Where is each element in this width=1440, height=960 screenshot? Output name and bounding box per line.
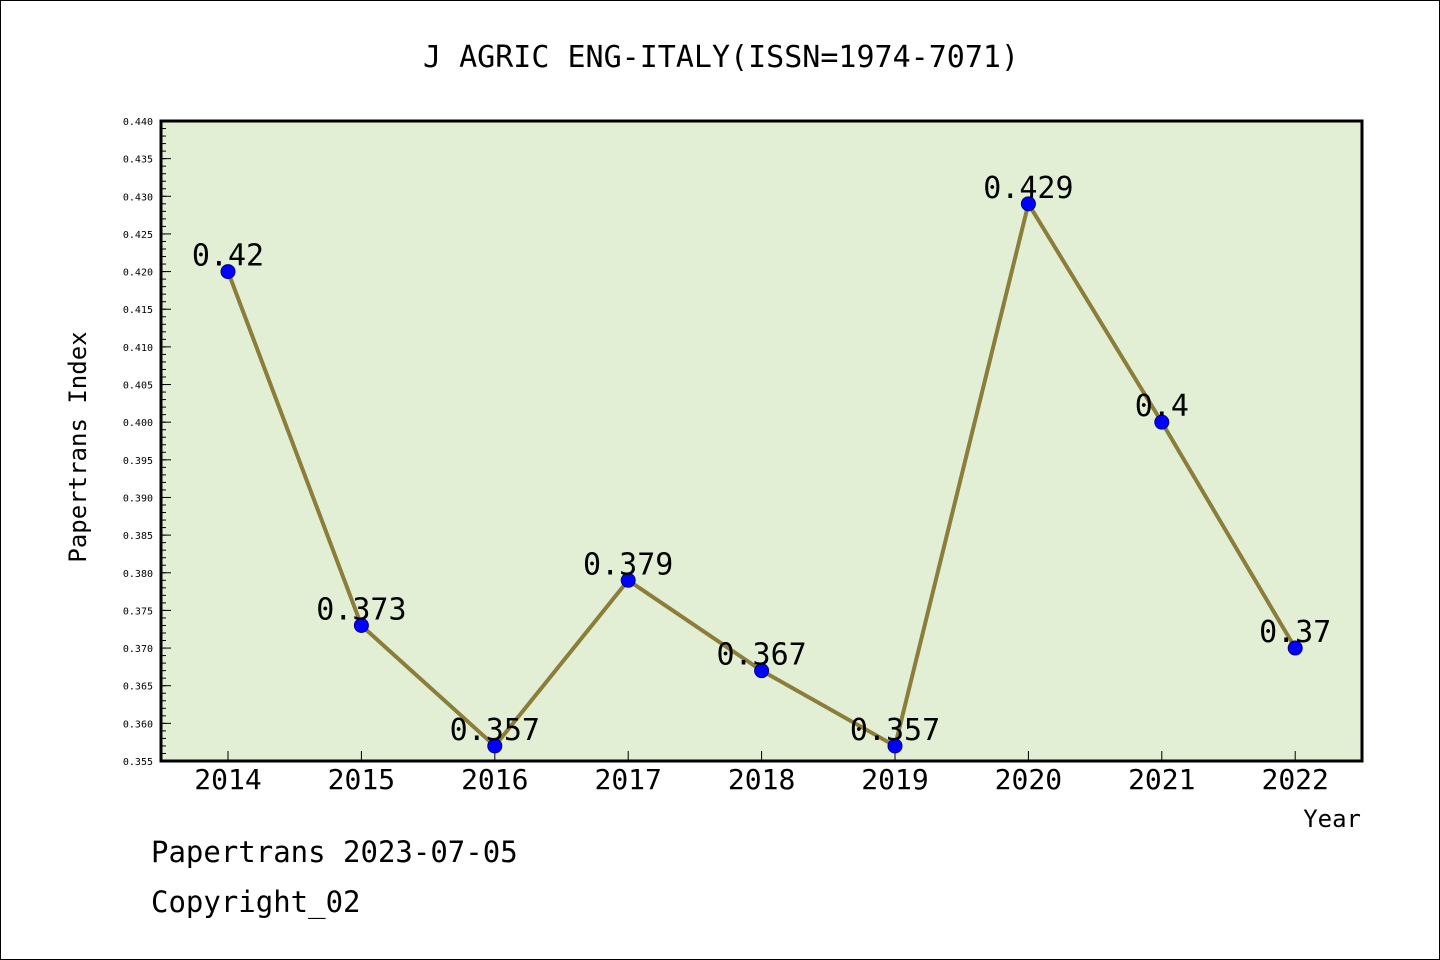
data-label: 0.373 bbox=[316, 592, 406, 627]
y-tick-label: 0.390 bbox=[123, 493, 153, 504]
plot-border bbox=[159, 119, 1364, 763]
series-layer: 0.42 0.373 0.357 0.379 0.367 0.357 0.429 0.4 0.3… bbox=[192, 171, 1331, 754]
data-point bbox=[1020, 196, 1036, 212]
data-point bbox=[1154, 414, 1170, 430]
data-point bbox=[1287, 640, 1303, 656]
y-tick-label: 0.425 bbox=[123, 230, 153, 241]
y-tick-label: 0.365 bbox=[123, 682, 153, 693]
data-point bbox=[487, 738, 503, 754]
y-tick-label: 0.355 bbox=[123, 757, 153, 768]
y-tick-label: 0.375 bbox=[123, 606, 153, 617]
x-tick-label: 2021 bbox=[1128, 763, 1195, 796]
y-tick-label: 0.410 bbox=[123, 343, 153, 354]
y-tick-label: 0.420 bbox=[123, 268, 153, 279]
y-tick-label: 0.440 bbox=[123, 117, 153, 128]
y-tick-label: 0.415 bbox=[123, 305, 153, 316]
x-tick-label: 2018 bbox=[728, 763, 795, 796]
y-tick-label: 0.360 bbox=[123, 719, 153, 730]
footer-copyright: Copyright_02 bbox=[151, 885, 361, 919]
y-tick-label: 0.380 bbox=[123, 569, 153, 580]
plot-area bbox=[161, 121, 1362, 761]
data-label: 0.357 bbox=[450, 713, 540, 748]
data-label: 0.429 bbox=[983, 171, 1073, 206]
data-label: 0.357 bbox=[850, 713, 940, 748]
data-point bbox=[887, 738, 903, 754]
footer-date: Papertrans 2023-07-05 bbox=[151, 835, 518, 869]
tick-layer: 0.355 0.360 0.365 0.370 0.375 0.380 0.385 0.390… bbox=[123, 117, 1329, 796]
y-tick-label: 0.385 bbox=[123, 531, 153, 542]
x-tick-label: 2015 bbox=[328, 763, 395, 796]
y-tick-label: 0.400 bbox=[123, 418, 153, 429]
y-tick-label: 0.435 bbox=[123, 155, 153, 166]
data-label: 0.367 bbox=[716, 638, 806, 673]
data-label: 0.42 bbox=[192, 239, 264, 274]
data-label: 0.4 bbox=[1135, 389, 1189, 424]
x-tick-label: 2019 bbox=[861, 763, 928, 796]
data-point bbox=[620, 572, 636, 588]
y-tick-label: 0.405 bbox=[123, 381, 153, 392]
y-axis-label: Papertrans Index bbox=[64, 331, 92, 562]
data-label: 0.37 bbox=[1259, 615, 1331, 650]
y-tick-label: 0.395 bbox=[123, 456, 153, 467]
x-tick-label: 2014 bbox=[194, 763, 261, 796]
y-tick-label: 0.370 bbox=[123, 644, 153, 655]
x-tick-label: 2022 bbox=[1261, 763, 1328, 796]
data-point bbox=[220, 264, 236, 280]
data-point bbox=[754, 663, 770, 679]
x-tick-label: 2017 bbox=[594, 763, 661, 796]
data-label: 0.379 bbox=[583, 547, 673, 582]
data-point bbox=[353, 617, 369, 633]
x-tick-label: 2016 bbox=[461, 763, 528, 796]
chart-title: J AGRIC ENG-ITALY(ISSN=1974-7071) bbox=[423, 40, 1019, 75]
y-tick-label: 0.430 bbox=[123, 192, 153, 203]
x-tick-label: 2020 bbox=[995, 763, 1062, 796]
x-axis-label: Year bbox=[1303, 805, 1361, 833]
